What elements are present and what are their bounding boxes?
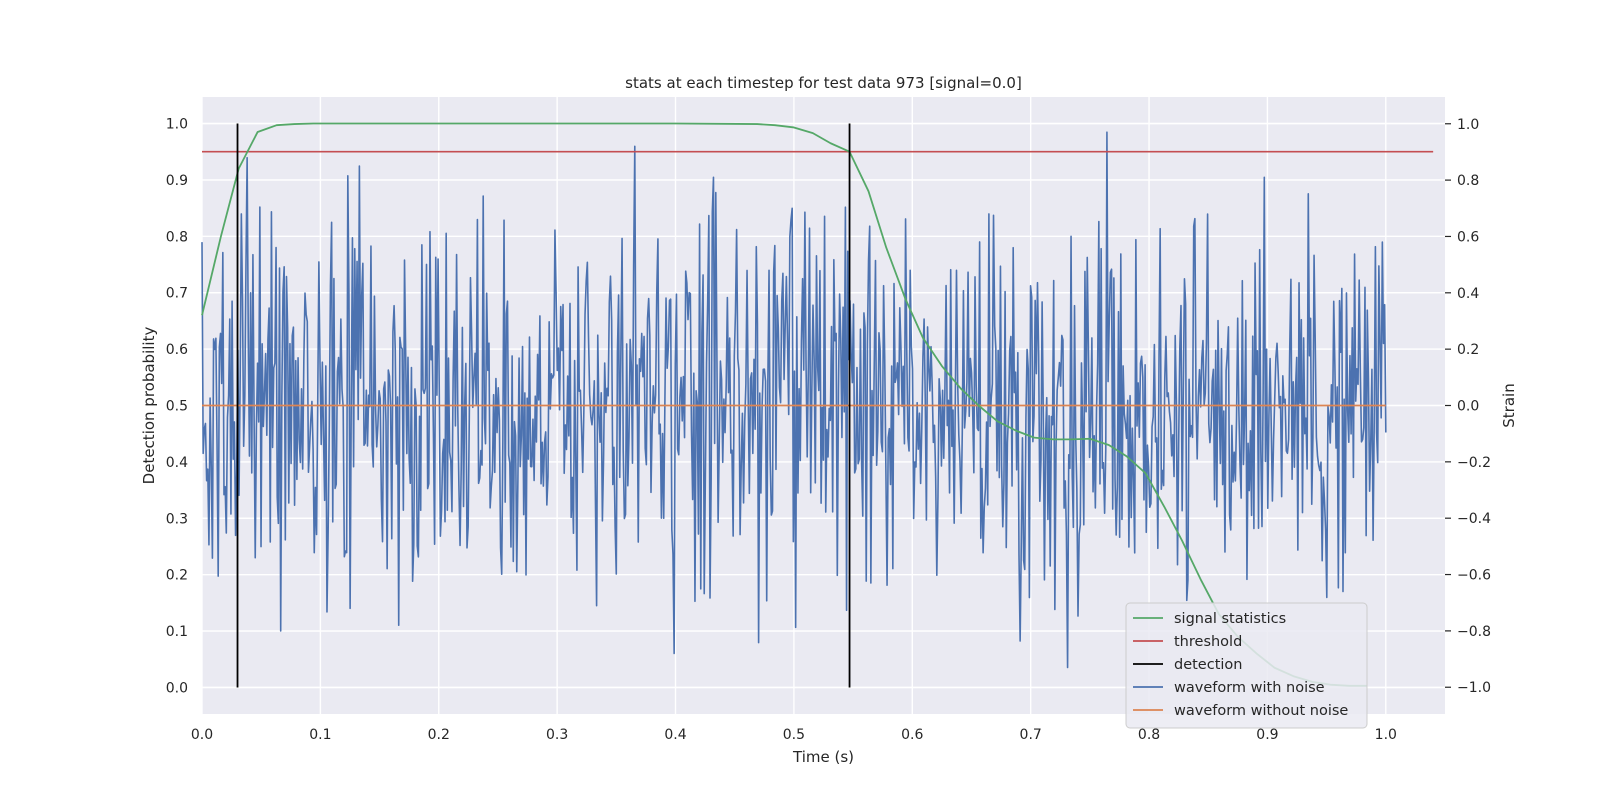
y-tick-label: 0.5 xyxy=(166,399,188,415)
x-tick-label: 0.1 xyxy=(309,727,331,743)
x-tick-label: 0.0 xyxy=(191,727,213,743)
y-tick-label: 0.7 xyxy=(166,286,188,302)
x-tick-label: 0.6 xyxy=(901,727,923,743)
y-tick-label: 0.0 xyxy=(166,680,188,696)
legend-label: detection xyxy=(1174,657,1242,673)
y-tick-label: 0.3 xyxy=(166,511,188,527)
x-tick-label: 0.4 xyxy=(664,727,686,743)
series-layer xyxy=(201,122,1434,688)
x-tick-label: 0.3 xyxy=(546,727,568,743)
y-tick-label: 0.9 xyxy=(166,173,188,189)
y-tick-label: 0.4 xyxy=(166,455,188,471)
y-axis-label: Detection probability xyxy=(140,327,158,485)
legend: signal statistics threshold detection wavef… xyxy=(1125,602,1368,729)
y2-tick-label: −1.0 xyxy=(1457,680,1491,696)
x-tick-label: 0.2 xyxy=(428,727,450,743)
y2-tick-label: −0.6 xyxy=(1457,568,1491,584)
legend-label: signal statistics xyxy=(1174,611,1286,627)
axes-layer: 0.0 0.1 0.2 0.3 0.4 0.5 0.6 0.7 0.8 0.9 1.0 0.0 0.1 0… xyxy=(166,117,1491,743)
chart-title: stats at each timestep for test data 973… xyxy=(625,74,1022,92)
y2-axis-label: Strain xyxy=(1500,383,1518,427)
x-tick-label: 1.0 xyxy=(1375,727,1397,743)
y-tick-label: 0.8 xyxy=(166,229,188,245)
x-axis-label: Time (s) xyxy=(792,748,854,766)
y-tick-label: 0.6 xyxy=(166,342,188,358)
y2-tick-label: 0.6 xyxy=(1457,229,1479,245)
y2-tick-label: 1.0 xyxy=(1457,117,1479,133)
y2-tick-label: 0.4 xyxy=(1457,286,1479,302)
x-tick-label: 0.7 xyxy=(1020,727,1042,743)
y2-tick-label: 0.0 xyxy=(1457,399,1479,415)
y2-tick-label: −0.4 xyxy=(1457,511,1491,527)
y-tick-label: 0.1 xyxy=(166,624,188,640)
legend-label: waveform without noise xyxy=(1174,703,1348,719)
y-tick-label: 1.0 xyxy=(166,117,188,133)
legend-box xyxy=(1125,602,1368,729)
y2-tick-label: −0.2 xyxy=(1457,455,1491,471)
y2-tick-label: 0.8 xyxy=(1457,173,1479,189)
y-tick-label: 0.2 xyxy=(166,568,188,584)
legend-label: threshold xyxy=(1174,634,1242,650)
x-tick-label: 0.8 xyxy=(1138,727,1160,743)
waveform-with-noise-line xyxy=(201,131,1387,669)
y2-tick-label: −0.8 xyxy=(1457,624,1491,640)
x-tick-label: 0.5 xyxy=(783,727,805,743)
y2-tick-label: 0.2 xyxy=(1457,342,1479,358)
x-tick-label: 0.9 xyxy=(1256,727,1278,743)
legend-label: waveform with noise xyxy=(1174,680,1325,696)
